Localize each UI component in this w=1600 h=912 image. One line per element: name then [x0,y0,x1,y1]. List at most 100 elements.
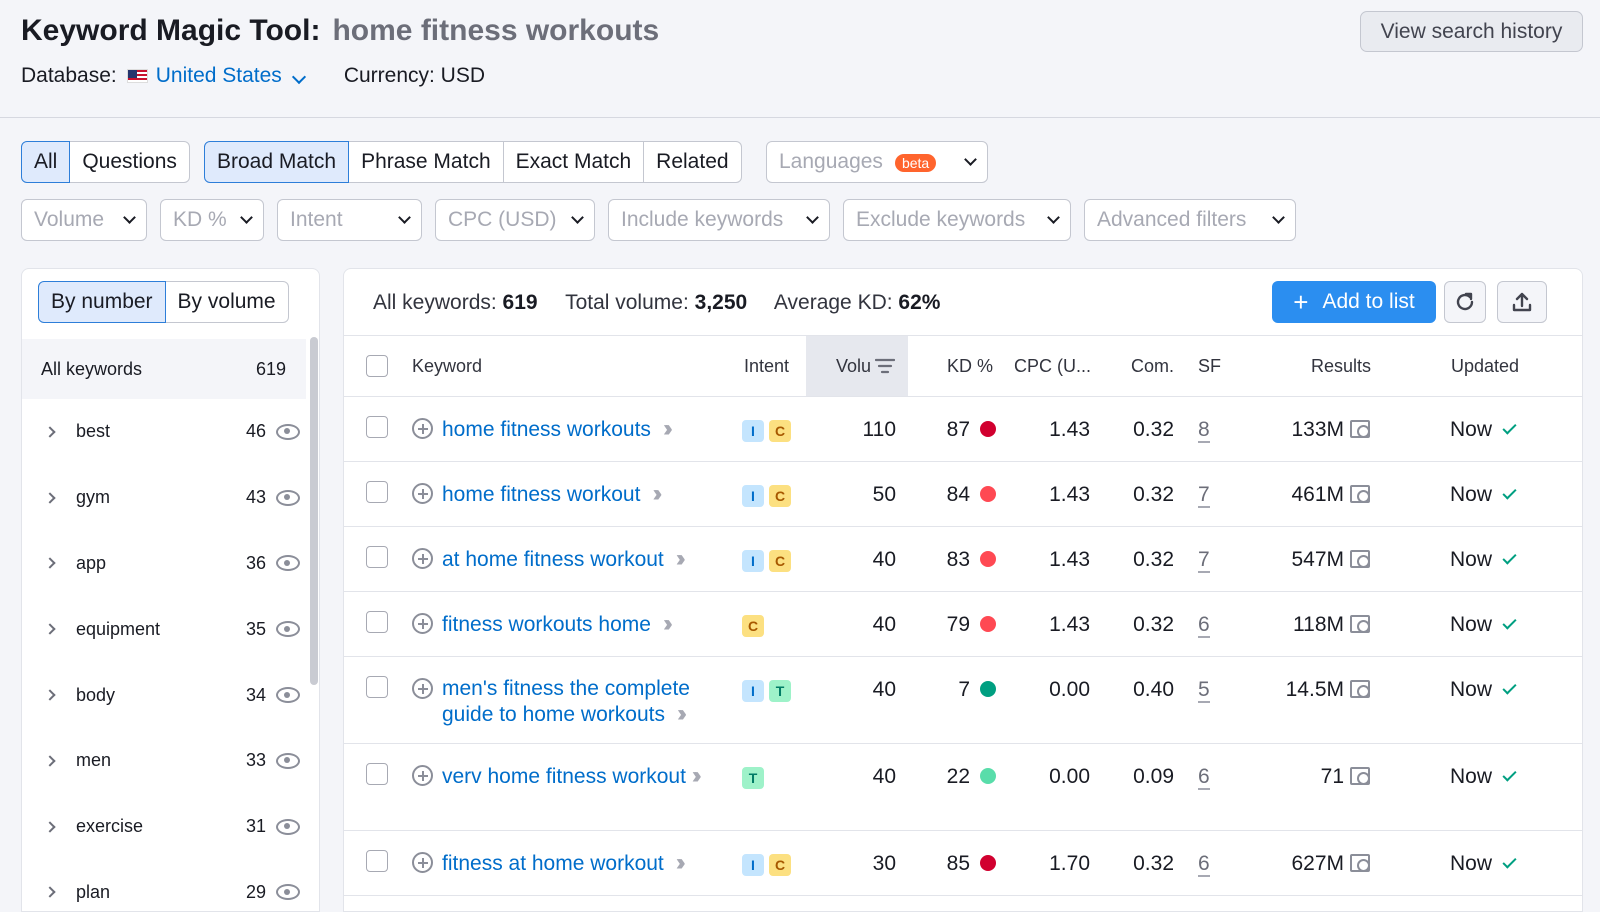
sf-count[interactable]: 7 [1198,548,1210,573]
chevron-right-icon[interactable] [44,821,56,833]
group-name[interactable]: best [76,421,111,442]
chevron-down-icon[interactable] [1047,210,1060,224]
double-chevron-icon[interactable]: ›› [675,545,686,572]
group-name[interactable]: men [76,750,112,771]
sf-count[interactable]: 6 [1198,613,1210,638]
keyword-text[interactable]: fitness workouts home [442,613,651,636]
sf-cell[interactable]: 6 [1198,852,1210,877]
group-item[interactable]: equipment 35 [22,596,306,662]
select-all-checkbox[interactable] [366,355,388,377]
chevron-down-icon[interactable] [291,69,306,85]
refresh-button[interactable] [1444,281,1486,323]
row-checkbox[interactable] [366,676,388,698]
sf-count[interactable]: 8 [1198,418,1210,443]
filter-exclude-label[interactable]: Exclude keywords [856,208,1026,231]
group-item[interactable]: gym 43 [22,465,306,531]
keyword-link[interactable]: at home fitness workout ›› [442,545,686,572]
keyword-link[interactable]: fitness workouts home ›› [442,610,673,637]
row-select-cell[interactable] [366,676,388,698]
refresh-icon[interactable] [1454,291,1476,313]
keyword-text[interactable]: at home fitness workout [442,548,664,571]
eye-icon[interactable] [276,621,300,638]
group-item[interactable]: men 33 [22,728,306,794]
add-keyword-icon[interactable] [412,765,433,786]
languages-dropdown[interactable]: Languages beta [766,141,988,183]
column-cpc[interactable]: CPC (U... [1014,355,1092,376]
tab-by-number[interactable]: By number [38,281,166,323]
filter-volume-label[interactable]: Volume [34,208,105,231]
row-select-cell[interactable] [366,611,388,633]
column-volume-label[interactable]: Volu [836,355,872,376]
serp-view-icon[interactable] [1350,767,1370,785]
group-name[interactable]: body [76,684,116,705]
eye-icon[interactable] [276,818,300,835]
sf-count[interactable]: 6 [1198,765,1210,790]
filter-advanced[interactable]: Advanced filters [1084,199,1296,241]
filter-volume[interactable]: Volume [21,199,147,241]
row-checkbox[interactable] [366,763,388,785]
column-volume[interactable]: Volu [806,336,908,396]
keyword-link[interactable]: men's fitness the complete guide to home… [442,676,722,727]
add-to-list-button[interactable]: + Add to list [1272,281,1436,323]
filter-kd-label[interactable]: KD % [173,208,227,231]
row-checkbox[interactable] [366,416,388,438]
filter-include-keywords[interactable]: Include keywords [608,199,830,241]
column-keyword[interactable]: Keyword [412,355,483,376]
chevron-right-icon[interactable] [44,557,56,570]
add-to-list-label[interactable]: Add to list [1322,290,1415,313]
keyword-text[interactable]: fitness at home workout [442,852,664,875]
group-item[interactable]: app 36 [22,531,306,597]
chevron-down-icon[interactable] [398,210,411,224]
group-name[interactable]: equipment [76,618,161,639]
group-name[interactable]: exercise [76,816,144,837]
tab-broad-match[interactable]: Broad Match [204,141,350,183]
add-keyword-icon[interactable] [412,678,433,699]
all-keywords-label[interactable]: All keywords [41,358,143,379]
keyword-text[interactable]: men's fitness the complete guide to home… [442,677,690,726]
chevron-right-icon[interactable] [44,689,56,701]
sort-icon[interactable] [875,358,896,374]
double-chevron-icon[interactable]: ›› [676,700,687,727]
double-chevron-icon[interactable]: ›› [662,610,673,637]
sf-cell[interactable]: 8 [1198,418,1210,443]
row-select-cell[interactable] [366,546,388,568]
sf-cell[interactable]: 6 [1198,613,1210,638]
languages-label[interactable]: Languages [779,150,883,173]
eye-icon[interactable] [276,489,300,506]
eye-icon[interactable] [276,884,300,901]
eye-icon[interactable] [276,752,300,769]
row-select-cell[interactable] [366,481,388,503]
all-keywords-group[interactable]: All keywords 619 [22,339,306,399]
chevron-down-icon[interactable] [123,210,136,224]
tab-questions[interactable]: Questions [70,141,190,183]
serp-view-icon[interactable] [1350,615,1370,633]
tab-related[interactable]: Related [644,141,742,183]
view-search-history-button[interactable]: View search history [1360,11,1583,52]
chevron-right-icon[interactable] [44,623,56,635]
eye-icon[interactable] [276,555,300,572]
scrollbar[interactable] [310,337,318,685]
sf-cell[interactable]: 5 [1198,678,1210,703]
row-checkbox[interactable] [366,611,388,633]
database-value[interactable]: United States [155,64,282,87]
double-chevron-icon[interactable]: ›› [691,762,702,789]
row-checkbox[interactable] [366,850,388,872]
add-keyword-icon[interactable] [412,852,433,873]
sf-cell[interactable]: 7 [1198,548,1210,573]
keyword-link[interactable]: verv home fitness workout ›› [442,762,702,789]
group-name[interactable]: gym [76,487,111,508]
keyword-text[interactable]: home fitness workouts [442,418,651,441]
tab-all[interactable]: All [21,141,71,183]
chevron-down-icon[interactable] [806,210,819,224]
row-select-cell[interactable] [366,763,388,785]
chevron-down-icon[interactable] [964,152,977,166]
chevron-right-icon[interactable] [44,755,56,767]
group-item[interactable]: body 34 [22,662,306,728]
group-item[interactable]: best 46 [22,399,306,465]
chevron-right-icon[interactable] [44,426,56,438]
double-chevron-icon[interactable]: ›› [662,415,673,442]
serp-view-icon[interactable] [1350,550,1370,568]
filter-cpc-label[interactable]: CPC (USD) [448,208,557,231]
add-keyword-icon[interactable] [412,548,433,569]
keyword-link[interactable]: fitness at home workout ›› [442,850,686,876]
